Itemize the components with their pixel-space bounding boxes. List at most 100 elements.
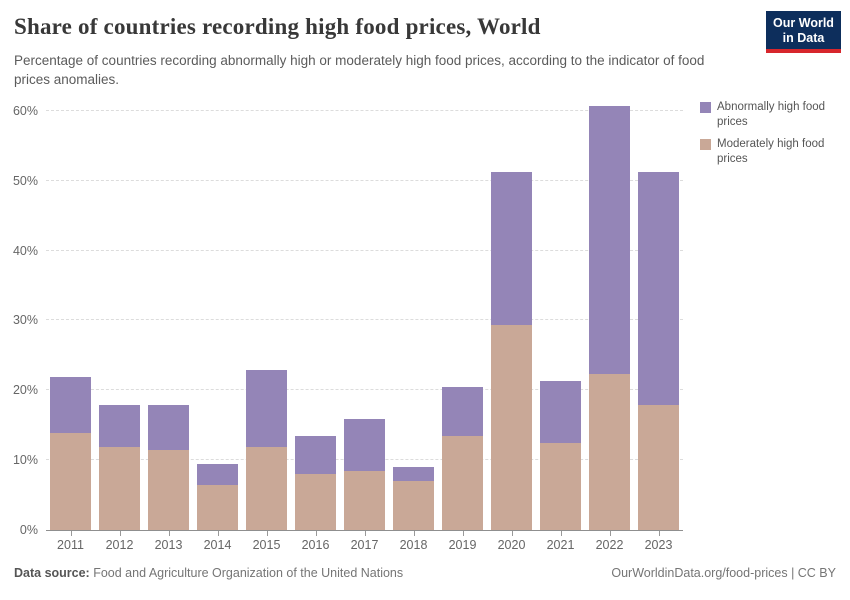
gridline-50% — [46, 179, 683, 181]
bar-segment-2017-moderately-high-food-prices[interactable] — [344, 470, 385, 530]
x-axis-tick — [560, 531, 562, 536]
bar-2011[interactable] — [50, 94, 91, 530]
bar-slot-2019: 2019 — [438, 94, 487, 552]
bar-segment-2012-moderately-high-food-prices[interactable] — [99, 446, 140, 530]
x-axis-label: 2013 — [154, 538, 183, 552]
bar-2012[interactable] — [99, 94, 140, 530]
data-source-text: Food and Agriculture Organization of the… — [93, 566, 404, 580]
attribution-link[interactable]: OurWorldinData.org/food-prices | CC BY — [611, 566, 836, 580]
bar-2021[interactable] — [540, 94, 581, 530]
bar-slot-2017: 2017 — [340, 94, 389, 552]
bars: 2011 2012 2013 2014 2015 2016 2017 2018 2019 2020… — [46, 94, 683, 552]
bar-2016[interactable] — [295, 94, 336, 530]
bar-segment-2021-abnormally-high-food-prices[interactable] — [540, 380, 581, 444]
bar-segment-2015-moderately-high-food-prices[interactable] — [246, 446, 287, 530]
bar-segment-2016-abnormally-high-food-prices[interactable] — [295, 436, 336, 475]
y-axis-tick-label: 10% — [12, 453, 38, 468]
bar-slot-2011: 2011 — [46, 94, 95, 552]
footer: Data source: Food and Agriculture Organi… — [14, 566, 836, 580]
x-axis-label: 2018 — [399, 538, 428, 552]
legend-swatch — [700, 138, 711, 150]
bar-slot-2015: 2015 — [242, 94, 291, 552]
y-axis-tick-label: 0% — [19, 523, 38, 537]
bar-slot-2020: 2020 — [487, 94, 536, 552]
bar-slot-2021: 2021 — [536, 94, 585, 552]
plot-area: 2011 2012 2013 2014 2015 2016 2017 2018 2019 2020… — [13, 94, 683, 552]
bar-segment-2020-abnormally-high-food-prices[interactable] — [491, 172, 532, 325]
y-axis-tick-label: 30% — [12, 313, 38, 328]
bar-segment-2023-moderately-high-food-prices[interactable] — [638, 404, 679, 530]
x-axis-label: 2019 — [448, 538, 477, 552]
x-axis-label: 2023 — [644, 538, 673, 552]
bar-slot-2013: 2013 — [144, 94, 193, 552]
legend-swatch — [700, 102, 711, 113]
bar-segment-2023-abnormally-high-food-prices[interactable] — [638, 172, 679, 405]
bar-segment-2021-moderately-high-food-prices[interactable] — [540, 443, 581, 530]
bar-segment-2011-abnormally-high-food-prices[interactable] — [50, 377, 91, 433]
x-axis-tick — [413, 531, 415, 536]
legend-label: Moderately high food prices — [717, 137, 825, 165]
bar-segment-2022-moderately-high-food-prices[interactable] — [589, 373, 630, 530]
bar-2020[interactable] — [491, 94, 532, 530]
x-axis-tick — [315, 531, 317, 536]
legend-label: Abnormally high food prices — [717, 101, 826, 128]
x-axis-tick — [266, 531, 268, 536]
bar-segment-2017-abnormally-high-food-prices[interactable] — [344, 418, 385, 471]
y-axis-tick-label: 40% — [12, 243, 38, 258]
bar-segment-2022-abnormally-high-food-prices[interactable] — [589, 105, 630, 374]
x-axis-tick — [511, 531, 513, 536]
x-axis-label: 2017 — [350, 538, 379, 552]
bar-slot-2023: 2023 — [634, 94, 683, 552]
bar-segment-2014-abnormally-high-food-prices[interactable] — [197, 463, 238, 485]
bar-segment-2018-abnormally-high-food-prices[interactable] — [393, 467, 434, 482]
bar-slot-2016: 2016 — [291, 94, 340, 552]
bar-2022[interactable] — [589, 94, 630, 530]
bar-2019[interactable] — [442, 94, 483, 530]
bar-segment-2013-abnormally-high-food-prices[interactable] — [148, 404, 189, 451]
bar-slot-2022: 2022 — [585, 94, 634, 552]
x-axis-label: 2020 — [497, 538, 526, 552]
gridline-40% — [46, 249, 683, 251]
bar-2017[interactable] — [344, 94, 385, 530]
owid-logo-line1: Our World — [773, 16, 834, 30]
x-axis-tick — [609, 531, 611, 536]
bar-segment-2016-moderately-high-food-prices[interactable] — [295, 474, 336, 530]
bar-2015[interactable] — [246, 94, 287, 530]
bar-segment-2012-abnormally-high-food-prices[interactable] — [99, 404, 140, 447]
bar-segment-2018-moderately-high-food-prices[interactable] — [393, 481, 434, 530]
gridline-20% — [46, 389, 683, 391]
x-axis-label: 2014 — [203, 538, 232, 552]
y-axis-tick-label: 20% — [12, 383, 38, 398]
x-axis-label: 2011 — [57, 538, 84, 552]
data-source: Data source: Food and Agriculture Organi… — [14, 566, 403, 580]
bar-segment-2013-moderately-high-food-prices[interactable] — [148, 450, 189, 530]
bar-segment-2014-moderately-high-food-prices[interactable] — [197, 484, 238, 530]
legend: Abnormally high food prices Moderately hi… — [700, 100, 840, 174]
bar-segment-2011-moderately-high-food-prices[interactable] — [50, 432, 91, 530]
y-axis-tick-label: 50% — [12, 173, 38, 188]
gridline-60% — [46, 109, 683, 111]
bar-segment-2020-moderately-high-food-prices[interactable] — [491, 324, 532, 530]
data-source-label: Data source: — [14, 566, 90, 580]
x-axis-label: 2022 — [595, 538, 624, 552]
bar-2018[interactable] — [393, 94, 434, 530]
bar-slot-2014: 2014 — [193, 94, 242, 552]
x-axis-tick — [217, 531, 219, 536]
bar-2023[interactable] — [638, 94, 679, 530]
bar-slot-2018: 2018 — [389, 94, 438, 552]
bar-segment-2019-abnormally-high-food-prices[interactable] — [442, 387, 483, 437]
bar-2014[interactable] — [197, 94, 238, 530]
owid-logo[interactable]: Our World in Data — [766, 11, 841, 53]
legend-item: Abnormally high food prices — [700, 100, 840, 130]
x-axis-label: 2016 — [301, 538, 330, 552]
owid-logo-line2: in Data — [782, 31, 825, 45]
bar-segment-2015-abnormally-high-food-prices[interactable] — [246, 370, 287, 447]
gridline-30% — [46, 319, 683, 321]
x-axis-label: 2012 — [105, 538, 134, 552]
bar-segment-2019-moderately-high-food-prices[interactable] — [442, 436, 483, 530]
bar-2013[interactable] — [148, 94, 189, 530]
y-axis-tick-label: 60% — [12, 103, 38, 118]
x-axis-tick — [462, 531, 464, 536]
x-axis-label: 2015 — [252, 538, 281, 552]
